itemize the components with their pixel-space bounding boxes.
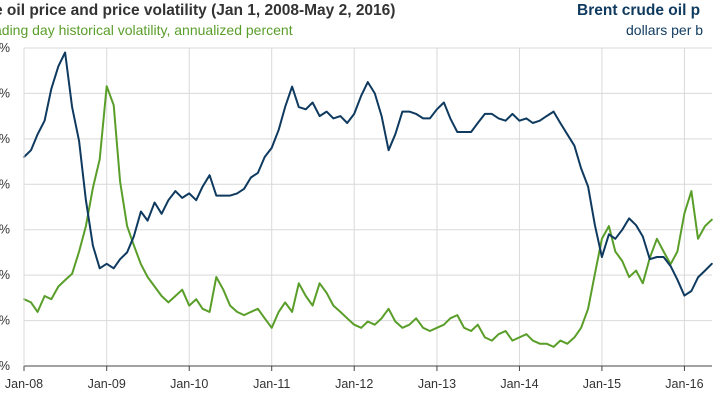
chart-title: e oil price and price volatility (Jan 1,…: [0, 2, 396, 19]
y-tick-label: %: [0, 223, 10, 237]
grid: [24, 47, 712, 366]
x-tick-label: Jan-11: [253, 377, 290, 391]
brent-price-series-line: [23, 51, 713, 297]
y-tick-label: %: [0, 132, 10, 146]
right-series-title: Brent crude oil p: [577, 2, 701, 19]
x-tick-label: Jan-08: [5, 377, 43, 391]
axes: %%%%%%%% Jan-08 Jan-09 Jan-10 Jan-11 Jan-12 Ja…: [0, 41, 712, 391]
x-tick-label: Jan-12: [335, 377, 373, 391]
x-tick-label: Jan-14: [500, 377, 538, 391]
left-axis-subtitle: ading day historical volatility, annuali…: [0, 22, 293, 38]
x-tick-label: Jan-16: [665, 377, 703, 391]
y-tick-label: %: [0, 314, 10, 328]
right-axis-subtitle: dollars per b: [626, 22, 704, 38]
series-layer: [23, 51, 713, 348]
y-tick-label: %: [0, 41, 10, 55]
volatility-series-line: [23, 85, 713, 348]
x-tick-label: Jan-15: [583, 377, 621, 391]
x-tick-label: Jan-13: [418, 377, 456, 391]
y-tick-label: %: [0, 86, 10, 100]
y-tick-label: %: [0, 359, 10, 373]
x-tick-label: Jan-09: [88, 377, 126, 391]
x-tick-label: Jan-10: [170, 377, 208, 391]
y-tick-label: %: [0, 177, 10, 191]
y-tick-label: %: [0, 268, 10, 282]
